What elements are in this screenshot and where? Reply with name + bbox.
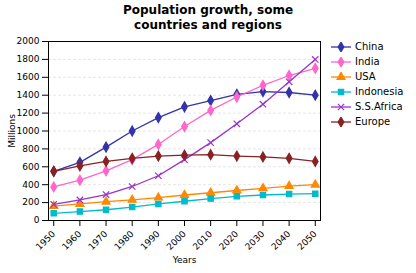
- svg-text:1800: 1800: [17, 54, 40, 64]
- html-text:S.S.Africa: S.S.Africa: [355, 101, 403, 112]
- svg-text:Years: Years: [172, 255, 197, 265]
- svg-text:1200: 1200: [17, 108, 40, 118]
- svg-text:0: 0: [34, 215, 40, 225]
- svg-text:1980: 1980: [112, 229, 135, 252]
- html-text:Population growth, some countr: Population growth, some countries and re…: [123, 3, 293, 32]
- svg-text:1600: 1600: [17, 72, 40, 82]
- svg-text:400: 400: [22, 180, 39, 190]
- html-text:Europe: Europe: [355, 116, 391, 127]
- svg-text:1960: 1960: [60, 229, 83, 252]
- html-text:India: India: [355, 56, 380, 67]
- html-text:Indonesia: Indonesia: [355, 86, 404, 97]
- svg-text:2000: 2000: [17, 36, 40, 46]
- svg-text:Millions: Millions: [7, 114, 17, 148]
- svg-text:2010: 2010: [191, 229, 214, 252]
- html-text:USA: USA: [355, 71, 376, 82]
- svg-text:1000: 1000: [17, 126, 40, 136]
- svg-text:1990: 1990: [139, 229, 162, 252]
- html-text:China: China: [355, 41, 384, 52]
- svg-text:2000: 2000: [165, 229, 188, 252]
- svg-text:800: 800: [22, 144, 39, 154]
- svg-text:1400: 1400: [17, 90, 40, 100]
- svg-text:1950: 1950: [34, 229, 57, 252]
- svg-text:2050: 2050: [295, 229, 318, 252]
- svg-text:2030: 2030: [243, 229, 266, 252]
- svg-text:200: 200: [22, 197, 39, 207]
- svg-text:600: 600: [22, 162, 39, 172]
- svg-text:2040: 2040: [269, 229, 292, 252]
- svg-text:2020: 2020: [217, 229, 240, 252]
- svg-text:1970: 1970: [86, 229, 109, 252]
